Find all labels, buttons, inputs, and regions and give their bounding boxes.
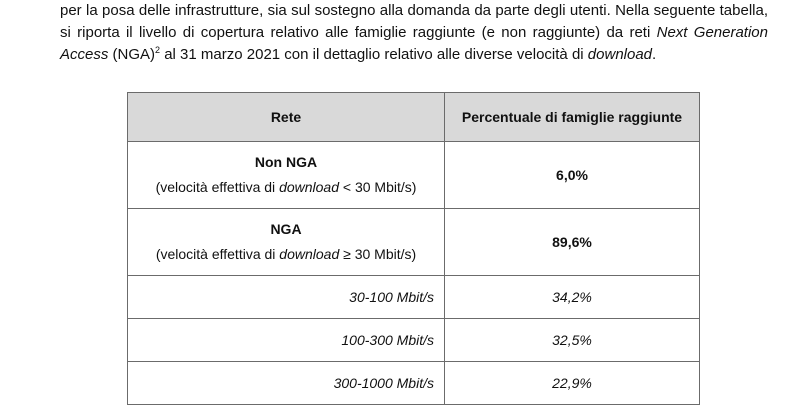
paragraph-line-3-italic-a: Access (60, 46, 109, 63)
paragraph-line-2-italic: Next Generation (656, 24, 768, 41)
subrow-value: 34,2% (444, 275, 700, 319)
row-desc: (velocità effettiva di download < 30 Mbi… (156, 179, 417, 195)
subrow-label: 30-100 Mbit/s (127, 275, 445, 319)
subrow-value: 32,5% (444, 318, 700, 362)
table-row-300-1000: 300-1000 Mbit/s 22,9% (127, 361, 700, 405)
row-desc: (velocità effettiva di download ≥ 30 Mbi… (156, 246, 416, 262)
paragraph-line-2-text: si riporta il livello di copertura relat… (60, 24, 651, 41)
paragraph-line-3-italic-b: download (587, 46, 653, 63)
row-desc-italic: download (279, 179, 339, 195)
table-row-nga: NGA (velocità effettiva di download ≥ 30… (127, 208, 700, 276)
paragraph-line-3-end: . (652, 46, 657, 63)
footnote-ref[interactable]: 2 (155, 45, 161, 55)
header-percentuale: Percentuale di famiglie raggiunte (444, 92, 700, 142)
row-desc-pre: (velocità effettiva di (155, 179, 280, 195)
row-value-non-nga: 6,0% (444, 141, 700, 209)
subrow-label: 300-1000 Mbit/s (127, 361, 445, 405)
paragraph-line-2: si riporta il livello di copertura relat… (60, 22, 768, 44)
header-rete: Rete (127, 92, 445, 142)
table-row-100-300: 100-300 Mbit/s 32,5% (127, 318, 700, 362)
subrow-label: 100-300 Mbit/s (127, 318, 445, 362)
row-desc-post: < 30 Mbit/s) (339, 179, 417, 195)
subrow-value: 22,9% (444, 361, 700, 405)
row-title: Non NGA (254, 154, 318, 170)
row-label-non-nga: Non NGA (velocità effettiva di download … (127, 141, 445, 209)
table-row-non-nga: Non NGA (velocità effettiva di download … (127, 141, 700, 209)
table-header-row: Rete Percentuale di famiglie raggiunte (127, 92, 700, 142)
row-desc-post: ≥ 30 Mbit/s) (339, 246, 417, 262)
row-value-nga: 89,6% (444, 208, 700, 276)
row-label-nga: NGA (velocità effettiva di download ≥ 30… (127, 208, 445, 276)
table-row-30-100: 30-100 Mbit/s 34,2% (127, 275, 700, 319)
coverage-table: Rete Percentuale di famiglie raggiunte N… (127, 92, 700, 405)
row-title: NGA (270, 221, 302, 237)
row-desc-pre: (velocità effettiva di (155, 246, 280, 262)
row-desc-italic: download (279, 246, 340, 262)
paragraph-line-3: Access (NGA)2 al 31 marzo 2021 con il de… (60, 44, 656, 66)
paragraph-line-3-text: al 31 marzo 2021 con il dettaglio relati… (164, 46, 584, 63)
paragraph-line-1: per la posa delle infrastrutture, sia su… (60, 2, 768, 19)
paragraph-line-3-nga: (NGA) (112, 46, 156, 63)
